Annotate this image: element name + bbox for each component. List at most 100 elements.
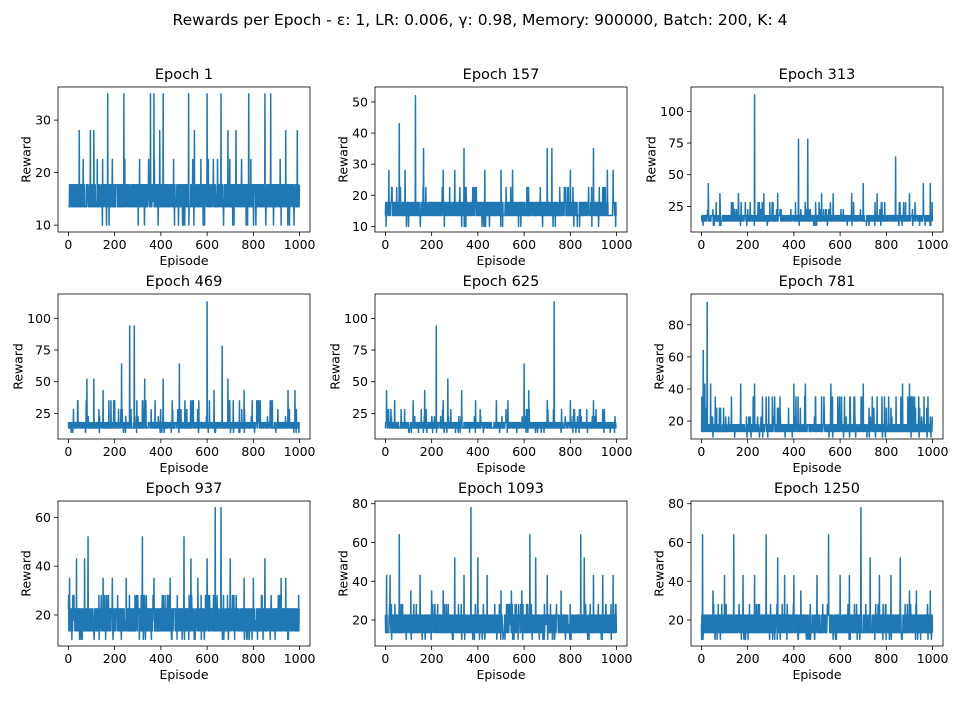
x-tick-label: 1000 bbox=[917, 651, 949, 666]
x-tick-label: 0 bbox=[381, 444, 389, 459]
y-tick-label: 50 bbox=[668, 167, 684, 182]
x-axis-label: Episode bbox=[159, 667, 208, 682]
x-tick-label: 0 bbox=[697, 651, 705, 666]
x-tick-label: 1000 bbox=[284, 237, 316, 252]
x-axis-label: Episode bbox=[159, 460, 208, 475]
subplot: 0 200 400 600 800 1000 25 50 75 100 Epoch 625 Episo… bbox=[328, 274, 633, 475]
y-tick-label: 30 bbox=[35, 113, 51, 128]
x-axis-label: Episode bbox=[476, 253, 525, 268]
y-tick-label: 75 bbox=[352, 343, 368, 358]
y-tick-label: 40 bbox=[35, 559, 51, 574]
x-tick-label: 800 bbox=[558, 651, 582, 666]
x-tick-label: 0 bbox=[381, 651, 389, 666]
x-axis-label: Episode bbox=[476, 667, 525, 682]
y-tick-label: 20 bbox=[352, 188, 368, 203]
subplot: 0 200 400 600 800 1000 20 40 60 Epoch 937 Episode R… bbox=[18, 481, 315, 682]
subplot-title: Epoch 625 bbox=[463, 274, 540, 290]
x-tick-label: 400 bbox=[466, 651, 490, 666]
y-tick-label: 20 bbox=[35, 607, 51, 622]
x-tick-label: 0 bbox=[64, 651, 72, 666]
x-tick-label: 400 bbox=[149, 444, 173, 459]
x-axis-label: Episode bbox=[792, 667, 841, 682]
y-tick-label: 40 bbox=[668, 381, 684, 396]
x-tick-label: 0 bbox=[381, 237, 389, 252]
y-tick-label: 80 bbox=[668, 317, 684, 332]
x-tick-label: 200 bbox=[420, 237, 444, 252]
x-tick-label: 400 bbox=[149, 237, 173, 252]
reward-series-line bbox=[67, 93, 301, 226]
subplot-title: Epoch 1250 bbox=[774, 481, 860, 497]
x-tick-label: 800 bbox=[558, 444, 582, 459]
axes-frame bbox=[374, 86, 628, 233]
y-axis-label: Reward bbox=[335, 136, 350, 183]
x-tick-label: 200 bbox=[736, 651, 760, 666]
x-tick-label: 0 bbox=[64, 444, 72, 459]
x-tick-label: 1000 bbox=[284, 444, 316, 459]
x-tick-label: 200 bbox=[420, 651, 444, 666]
y-tick-label: 40 bbox=[668, 574, 684, 589]
x-tick-label: 600 bbox=[512, 651, 536, 666]
x-tick-label: 200 bbox=[420, 444, 444, 459]
y-tick-label: 75 bbox=[35, 343, 51, 358]
x-tick-label: 200 bbox=[736, 444, 760, 459]
x-tick-label: 400 bbox=[782, 444, 806, 459]
subplot: 0 200 400 600 800 1000 10 20 30 40 50 Epoch 157 Epis… bbox=[335, 67, 632, 268]
x-tick-label: 800 bbox=[241, 444, 265, 459]
y-tick-label: 100 bbox=[344, 311, 368, 326]
reward-series-line bbox=[384, 301, 617, 434]
x-tick-label: 800 bbox=[874, 444, 898, 459]
y-axis-label: Reward bbox=[328, 343, 343, 390]
x-axis-label: Episode bbox=[476, 460, 525, 475]
y-tick-label: 50 bbox=[35, 374, 51, 389]
subplot: 0 200 400 600 800 1000 25 50 75 100 Epoch 313 Episo… bbox=[644, 67, 949, 268]
reward-series-line bbox=[67, 506, 300, 641]
y-axis-label: Reward bbox=[651, 550, 666, 597]
y-tick-label: 40 bbox=[352, 126, 368, 141]
x-axis-label: Episode bbox=[792, 253, 841, 268]
axes-frame bbox=[374, 293, 628, 440]
x-tick-label: 600 bbox=[195, 651, 219, 666]
y-tick-label: 20 bbox=[352, 613, 368, 628]
reward-series-line bbox=[700, 301, 934, 438]
y-axis-label: Reward bbox=[18, 136, 33, 183]
subplot-title: Epoch 1093 bbox=[458, 481, 544, 497]
axes-frame bbox=[57, 500, 311, 647]
x-tick-label: 600 bbox=[828, 651, 852, 666]
subplot: 0 200 400 600 800 1000 20 40 60 80 Epoch 1250 Episo… bbox=[651, 481, 948, 682]
subplot-title: Epoch 313 bbox=[779, 67, 856, 83]
y-tick-label: 20 bbox=[35, 165, 51, 180]
x-tick-label: 600 bbox=[828, 237, 852, 252]
x-tick-label: 800 bbox=[241, 651, 265, 666]
y-tick-label: 25 bbox=[668, 199, 684, 214]
x-tick-label: 1000 bbox=[601, 444, 633, 459]
reward-series-line bbox=[67, 301, 300, 434]
y-tick-label: 10 bbox=[352, 219, 368, 234]
subplot-title: Epoch 781 bbox=[779, 274, 856, 290]
y-tick-label: 80 bbox=[668, 496, 684, 511]
x-tick-label: 400 bbox=[782, 651, 806, 666]
x-tick-label: 800 bbox=[241, 237, 265, 252]
x-tick-label: 600 bbox=[195, 237, 219, 252]
x-tick-label: 600 bbox=[512, 444, 536, 459]
subplot-title: Epoch 937 bbox=[146, 481, 223, 497]
reward-series-line bbox=[384, 94, 617, 228]
x-tick-label: 1000 bbox=[601, 237, 633, 252]
y-tick-label: 100 bbox=[660, 104, 684, 119]
y-axis-label: Reward bbox=[651, 343, 666, 390]
axes-frame bbox=[57, 86, 311, 233]
x-tick-label: 200 bbox=[736, 237, 760, 252]
y-tick-label: 25 bbox=[352, 406, 368, 421]
axes-frame bbox=[374, 500, 628, 647]
x-tick-label: 600 bbox=[828, 444, 852, 459]
y-axis-label: Reward bbox=[335, 550, 350, 597]
x-tick-label: 800 bbox=[874, 651, 898, 666]
y-tick-label: 100 bbox=[27, 311, 51, 326]
y-tick-label: 20 bbox=[668, 613, 684, 628]
x-tick-label: 600 bbox=[195, 444, 219, 459]
y-tick-label: 25 bbox=[35, 406, 51, 421]
axes-frame bbox=[690, 293, 944, 440]
axes-frame bbox=[690, 86, 944, 233]
